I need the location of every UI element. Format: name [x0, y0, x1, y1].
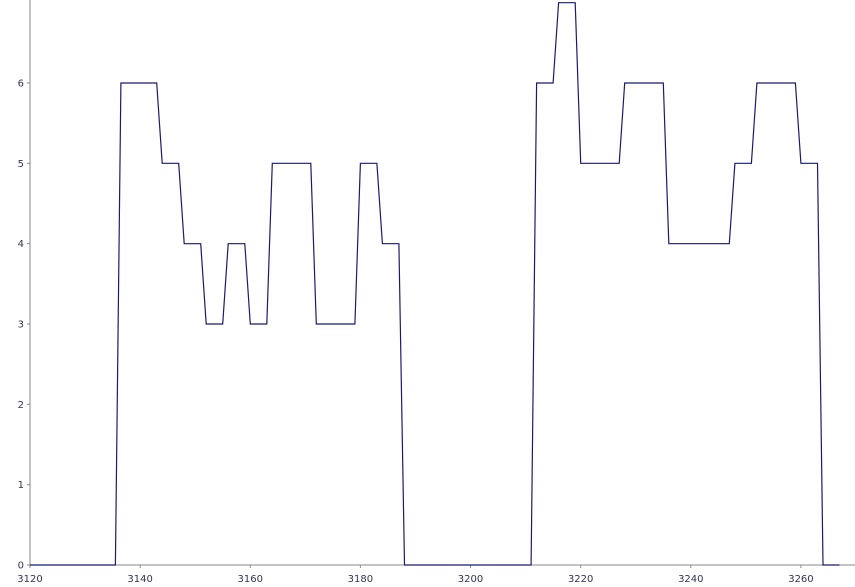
y-tick-label: 2 — [18, 400, 24, 411]
x-tick-label: 3120 — [17, 574, 42, 585]
axes — [29, 0, 855, 566]
x-tick-label: 3160 — [238, 574, 263, 585]
y-tick-label: 0 — [18, 561, 24, 572]
series-line — [30, 2, 840, 566]
x-tick-label: 3260 — [788, 574, 813, 585]
series-group — [30, 2, 840, 566]
x-tick-label: 3140 — [127, 574, 152, 585]
ticks: 0 1 2 3 4 5 6 3120 3140 3160 3180 3200 3220 3240 3260 — [17, 79, 813, 586]
x-tick-label: 3200 — [458, 574, 483, 585]
y-tick-label: 1 — [18, 480, 24, 491]
y-tick-label: 6 — [18, 79, 24, 90]
y-tick-label: 4 — [18, 239, 24, 250]
x-tick-label: 3220 — [568, 574, 593, 585]
y-tick-label: 5 — [18, 159, 24, 170]
y-tick-label: 3 — [18, 320, 24, 331]
x-tick-label: 3240 — [678, 574, 703, 585]
x-tick-label: 3180 — [348, 574, 373, 585]
